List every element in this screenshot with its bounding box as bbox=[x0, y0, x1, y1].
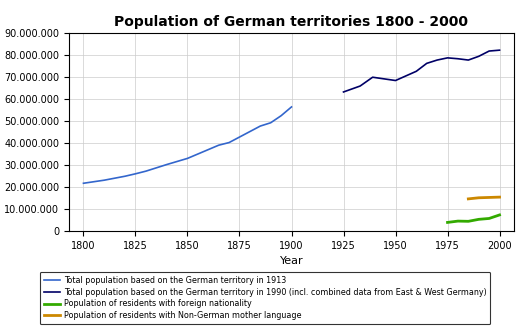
Legend: Total population based on the German territory in 1913, Total population based o: Total population based on the German ter… bbox=[40, 272, 490, 324]
X-axis label: Year: Year bbox=[280, 256, 303, 266]
Title: Population of German territories 1800 - 2000: Population of German territories 1800 - … bbox=[114, 15, 469, 29]
